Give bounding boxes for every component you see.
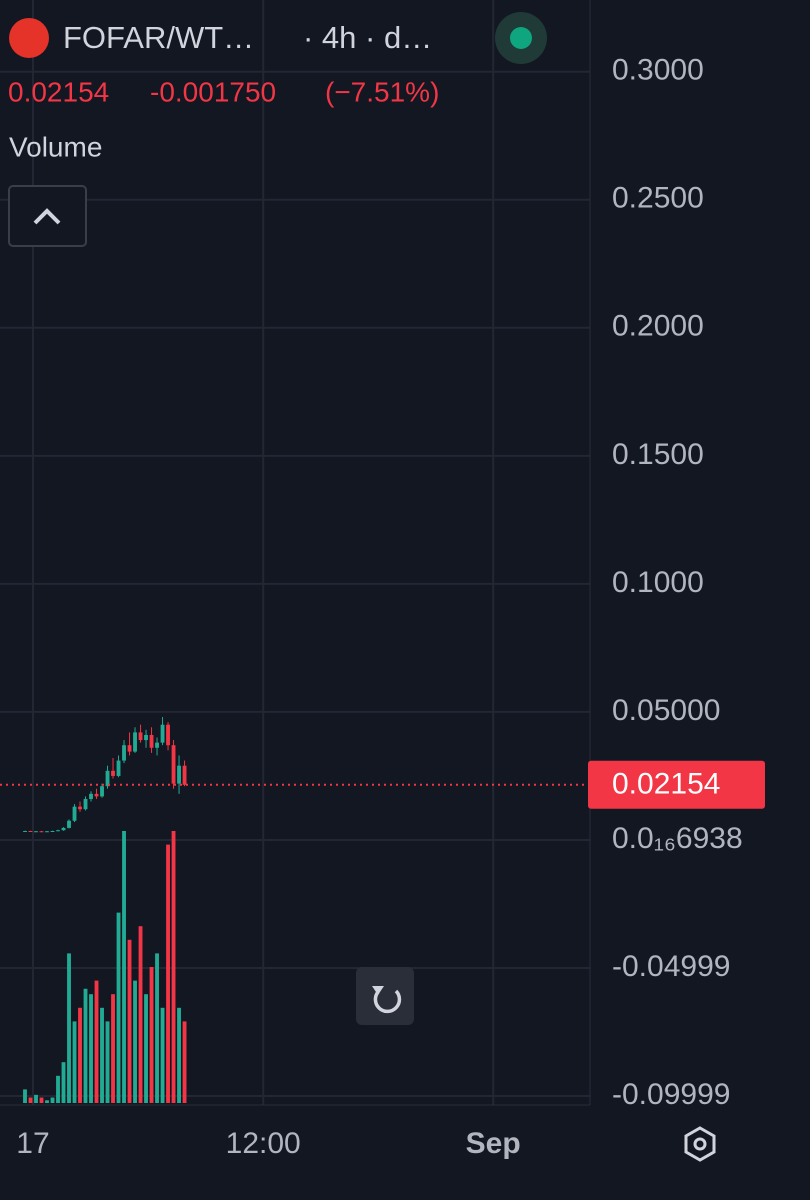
volume-bar (133, 980, 137, 1103)
volume-bar (28, 1097, 33, 1103)
volume-bar (160, 1007, 165, 1103)
settings-icon[interactable] (684, 1126, 716, 1162)
candle-body (111, 770, 115, 776)
volume-bar (100, 1007, 104, 1103)
price-tag-label: 0.02154 (612, 768, 720, 801)
reset-icon (372, 986, 384, 995)
volume-bar (111, 994, 115, 1103)
candle-body (133, 732, 137, 752)
candle-body (127, 745, 132, 752)
collapse-button[interactable] (8, 185, 87, 247)
volume-bar (166, 844, 170, 1103)
y-tick-label: 0.2000 (612, 310, 704, 343)
volume-bar (72, 1021, 77, 1103)
candle-body (166, 724, 170, 746)
volume-bar (78, 1007, 82, 1103)
volume-bar (138, 926, 143, 1103)
x-tick-label: 12:00 (226, 1127, 301, 1160)
candle-body (122, 745, 126, 761)
volume-bar (67, 953, 71, 1103)
y-tick-label: 0.3000 (612, 54, 704, 87)
volume-bar (182, 1021, 187, 1103)
candle-body (61, 827, 66, 831)
volume-bar (56, 1075, 60, 1103)
candle-body (177, 765, 181, 784)
candle-body (138, 732, 143, 741)
y-tick-label: -0.04999 (612, 950, 730, 983)
volume-bar (122, 831, 126, 1103)
settings-icon (693, 1137, 707, 1151)
volume-bar (144, 994, 148, 1103)
x-tick-label: 17 (16, 1127, 49, 1160)
candle-body (56, 830, 60, 832)
reset-button[interactable] (356, 967, 414, 1025)
candle-body (28, 830, 33, 832)
volume-bar (116, 912, 121, 1103)
y-tick-label: 0.1500 (612, 438, 704, 471)
volume-bar (89, 994, 93, 1103)
volume-bar (50, 1097, 55, 1103)
change: -0.001750 (150, 76, 276, 107)
candle-body (149, 734, 154, 748)
status-dot (510, 27, 532, 49)
candle-body (171, 745, 176, 784)
candle-body (50, 830, 55, 832)
candle-body (182, 765, 187, 785)
candle-body (72, 806, 77, 821)
volume-bar (45, 1100, 49, 1103)
y-tick-label: 0.0₁₆6938 (612, 822, 743, 855)
candle-body (116, 760, 121, 776)
interval[interactable]: · 4h · d… (303, 20, 432, 55)
volume-bar (105, 1021, 110, 1103)
candle-body (160, 724, 165, 743)
change-pct: (−7.51%) (325, 76, 439, 107)
volume-bar (39, 1097, 44, 1103)
volume-bar (171, 831, 176, 1103)
candle-body (155, 742, 159, 748)
candle-body (34, 831, 38, 833)
y-tick-label: 0.1000 (612, 566, 704, 599)
indicator[interactable]: Volume (9, 131, 102, 162)
candle-body (78, 806, 82, 810)
candle-body (45, 831, 49, 833)
x-tick-label: Sep (466, 1127, 521, 1160)
candle-body (67, 820, 71, 828)
volume-bar (94, 980, 99, 1103)
candle-body (94, 793, 99, 797)
y-tick-label: 0.2500 (612, 182, 704, 215)
candle-body (83, 798, 88, 810)
volume-bar (149, 967, 154, 1103)
candle-body (89, 793, 93, 799)
candle-body (105, 770, 110, 787)
volume-bar (23, 1089, 27, 1103)
volume-bar (61, 1062, 66, 1103)
chevron-icon (33, 208, 61, 225)
reset-icon (373, 989, 402, 1014)
volume-bar (155, 953, 159, 1103)
y-tick-label: -0.09999 (612, 1078, 730, 1111)
volume-bar (177, 1007, 181, 1103)
candle-body (23, 830, 27, 832)
volume-bar (34, 1094, 38, 1103)
y-tick-label: 0.05000 (612, 694, 720, 727)
candle-body (144, 734, 148, 741)
last-price: 0.02154 (8, 76, 109, 107)
candle-body (39, 831, 44, 833)
symbol[interactable]: FOFAR/WT… (63, 20, 254, 55)
volume-bar (83, 988, 88, 1103)
symbol-icon (9, 18, 49, 58)
price-tag (588, 760, 765, 809)
volume-bar (127, 939, 132, 1103)
candle-body (100, 786, 104, 797)
plot (23, 717, 187, 1103)
